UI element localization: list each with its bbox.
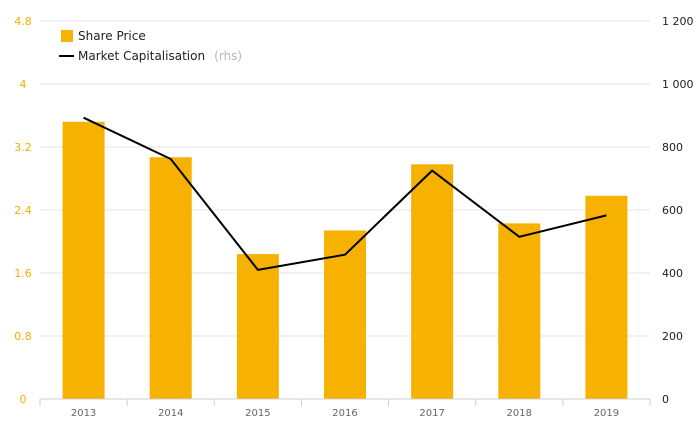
y-right-tick-label: 400 bbox=[662, 267, 683, 280]
bar-share-price-2018 bbox=[498, 223, 541, 399]
y-right-tick-label: 0 bbox=[662, 393, 669, 406]
legend-label-market-cap: Market Capitalisation (rhs) bbox=[78, 45, 242, 64]
y-right-tick-label: 1 000 bbox=[662, 78, 694, 91]
legend-label-market-cap-note: (rhs) bbox=[214, 49, 242, 63]
gridlines bbox=[40, 20, 650, 337]
y-right-tick-label: 1 200 bbox=[662, 15, 694, 28]
bar-share-price-2016 bbox=[324, 230, 366, 399]
legend-swatch-share-price bbox=[61, 30, 73, 42]
y-left-tick-label: 0.8 bbox=[14, 330, 32, 343]
line-series bbox=[83, 116, 607, 271]
bar-share-price-2014 bbox=[149, 157, 192, 399]
x-tick-label: 2015 bbox=[245, 408, 270, 419]
bar-share-price-2017 bbox=[411, 164, 454, 399]
bar-share-price-2019 bbox=[585, 195, 628, 399]
line-market-capitalisation bbox=[83, 116, 607, 271]
y-left-tick-label: 1.6 bbox=[14, 267, 32, 280]
bar-share-price-2013 bbox=[62, 121, 105, 400]
y-left-tick-label: 0 bbox=[20, 393, 27, 406]
legend: Share Price Market Capitalisation (rhs) bbox=[59, 29, 242, 64]
x-tick-label: 2019 bbox=[594, 408, 619, 419]
bar-share-price-2015 bbox=[236, 254, 279, 399]
y-right-tick-label: 600 bbox=[662, 204, 683, 217]
y-left-tick-label: 2.4 bbox=[14, 204, 32, 217]
x-tick-label: 2014 bbox=[158, 408, 183, 419]
x-tick-label: 2016 bbox=[332, 408, 357, 419]
x-tick-label: 2017 bbox=[419, 408, 444, 419]
y-right-tick-label: 800 bbox=[662, 141, 683, 154]
y-left-tick-label: 4.8 bbox=[14, 15, 32, 28]
legend-label-market-cap-text: Market Capitalisation bbox=[78, 49, 205, 63]
y-left-tick-label: 3.2 bbox=[14, 141, 32, 154]
y-right-tick-label: 200 bbox=[662, 330, 683, 343]
axes: 0 0.8 1.6 2.4 3.2 4 4.8 0 200 400 600 800 1 000 1 200… bbox=[14, 15, 693, 419]
y-left-tick-label: 4 bbox=[20, 78, 27, 91]
x-tick-label: 2013 bbox=[71, 408, 96, 419]
bar-series bbox=[62, 121, 628, 400]
legend-label-share-price: Share Price bbox=[78, 29, 146, 43]
x-tick-label: 2018 bbox=[507, 408, 532, 419]
